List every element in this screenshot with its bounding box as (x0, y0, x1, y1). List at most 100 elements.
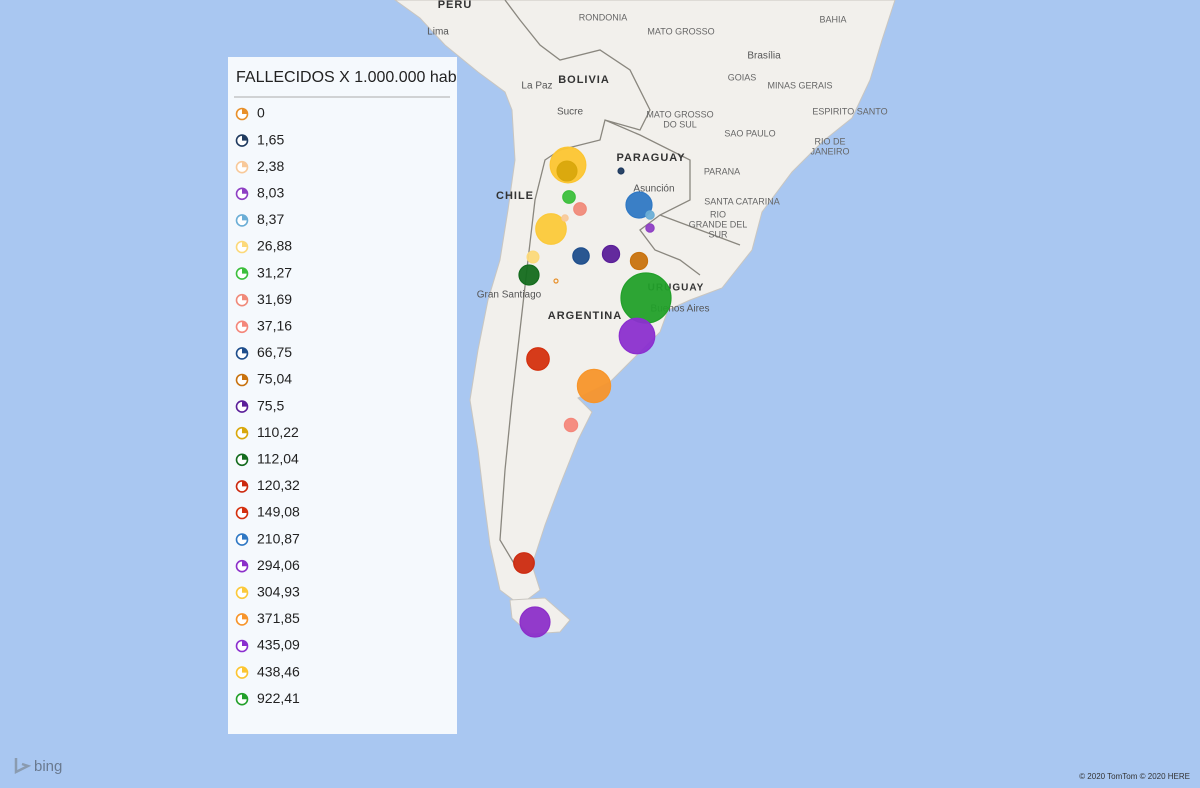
legend-swatch-wedge (242, 613, 248, 620)
bubble (535, 213, 567, 245)
legend-label: 0 (257, 105, 265, 121)
legend-label: 371,85 (257, 610, 300, 626)
map-label: RONDONIA (579, 12, 628, 22)
legend-label: 1,65 (257, 131, 284, 147)
legend-label: 438,46 (257, 663, 300, 679)
legend-title: FALLECIDOS X 1.000.000 hab (236, 69, 457, 86)
bubble (562, 190, 576, 204)
legend-label: 304,93 (257, 584, 300, 600)
map-label: Asunción (633, 184, 674, 195)
legend-label: 8,03 (257, 185, 284, 201)
legend-label: 8,37 (257, 211, 284, 227)
bubble (526, 250, 540, 264)
bubble (618, 317, 656, 355)
map-label: MINAS GERAIS (767, 80, 832, 90)
bubble (617, 167, 625, 175)
legend-label: 75,04 (257, 371, 292, 387)
bubble (519, 606, 551, 638)
bubble (573, 202, 587, 216)
bubble (556, 160, 578, 182)
bubble (645, 210, 655, 220)
legend-swatch-wedge (242, 667, 248, 673)
bubble (553, 278, 559, 284)
bubble (513, 552, 535, 574)
map-label: URUGUAY (648, 283, 705, 294)
bubble (576, 368, 612, 404)
legend-swatch-wedge (242, 401, 248, 407)
bing-icon (14, 758, 32, 775)
map-label: BAHIA (819, 14, 846, 24)
map-label: CHILE (496, 190, 534, 202)
legend-swatch-wedge (242, 241, 248, 247)
map-label: DO SUL (663, 119, 697, 129)
legend-swatch-wedge (242, 640, 248, 646)
bubble (601, 244, 621, 264)
map-label: PARAGUAY (616, 152, 685, 164)
bubble (629, 251, 649, 271)
legend-label: 37,16 (257, 318, 292, 334)
legend-label: 210,87 (257, 530, 300, 546)
map-label: RIO DE (814, 136, 845, 146)
map-label: PARANA (704, 166, 740, 176)
map-label: SUR (708, 229, 728, 239)
map-label: ARGENTINA (548, 310, 622, 322)
legend-label: 294,06 (257, 557, 300, 573)
attribution: © 2020 TomTom © 2020 HERE (1079, 772, 1190, 781)
legend-swatch-wedge (242, 454, 248, 460)
legend-swatch-wedge (242, 108, 248, 114)
map-label: Gran Santiago (477, 290, 542, 301)
legend-label: 75,5 (257, 397, 284, 413)
legend-swatch-wedge (242, 374, 248, 380)
legend-swatch-wedge (242, 480, 248, 487)
bubble (526, 347, 550, 371)
legend-label: 149,08 (257, 504, 300, 520)
legend-label: 2,38 (257, 158, 284, 174)
legend-swatch-wedge (242, 214, 248, 221)
legend-panel (228, 57, 457, 734)
bubble (563, 417, 579, 433)
map-label: BOLIVIA (558, 74, 610, 86)
bubble (561, 214, 569, 222)
borders (499, 0, 741, 566)
legend-swatch-wedge (242, 135, 248, 141)
bubble (625, 191, 653, 219)
legend-swatch-wedge (242, 587, 248, 593)
legend-swatch-wedge (242, 294, 248, 301)
legend-swatch-wedge (242, 534, 248, 540)
legend-label: 66,75 (257, 344, 292, 360)
legend-label: 435,09 (257, 637, 300, 653)
legend-swatch-wedge (242, 347, 248, 354)
map-label: GRANDE DEL (689, 219, 748, 229)
legend-label: 120,32 (257, 477, 300, 493)
map-label: SANTA CATARINA (704, 196, 780, 206)
legend-label: 110,22 (257, 424, 299, 440)
legend-label: 26,88 (257, 238, 292, 254)
map-label: PERU (438, 0, 473, 11)
map-label: GOIAS (728, 72, 757, 82)
legend-swatch-wedge (242, 161, 248, 168)
map-label: Sucre (557, 107, 584, 118)
map-label: Brasília (747, 51, 781, 62)
legend-label: 922,41 (257, 690, 300, 706)
legend-items: 0 1,65 2,38 8,03 8,37 26,88 31,27 31,69 37,16 66,… (235, 105, 300, 706)
legend-label: 31,27 (257, 264, 292, 280)
map-label: MATO GROSSO (646, 109, 713, 119)
bubble (518, 264, 540, 286)
map-label: Lima (427, 27, 449, 38)
map-label: ESPIRITO SANTO (812, 106, 887, 116)
bubble (572, 247, 590, 265)
legend-swatch-wedge (242, 188, 248, 194)
bubble (620, 272, 672, 324)
legend-label: 31,69 (257, 291, 292, 307)
map-label: RIO (710, 209, 726, 219)
map-label: Buenos Aires (651, 304, 710, 315)
legend-swatch-wedge (242, 693, 248, 700)
legend-swatch-wedge (242, 560, 248, 567)
map-labels: PERU Lima BOLIVIA La Paz Sucre RONDONIA MATO G… (427, 0, 887, 322)
map-label: MATO GROSSO (647, 26, 714, 36)
bubbles (513, 146, 672, 638)
map-label: La Paz (521, 81, 552, 92)
bubble (645, 223, 655, 233)
